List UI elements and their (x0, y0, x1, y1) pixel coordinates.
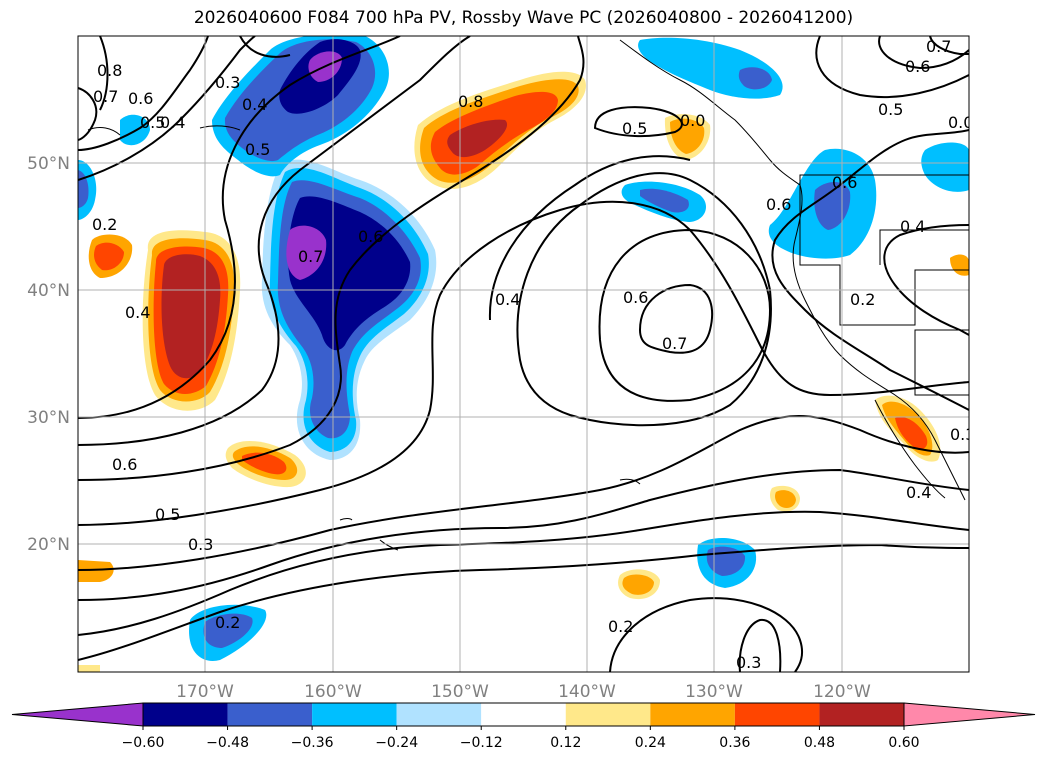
lat-label: 50°N (27, 154, 70, 174)
filled-anomalies: 0.8 0.7 0.6 0.5 0.4 0.3 0.8 0.5 0.4 0.7 … (78, 36, 975, 672)
contour-label: 0.0 (948, 113, 973, 132)
contour-label: 0.6 (766, 195, 791, 214)
colorbar-tick-label: −0.12 (460, 735, 503, 751)
contour-label: 0.4 (906, 483, 931, 502)
contour-label: 0.3 (950, 425, 975, 444)
plot-frame (77, 35, 970, 673)
contour-label: 0.7 (926, 37, 951, 56)
contour-label: 0.7 (93, 87, 118, 106)
latitude-labels: 50°N 40°N 30°N 20°N (27, 154, 70, 555)
coastlines (87, 39, 969, 551)
contour-label: 0.7 (298, 247, 323, 266)
contour-label: 0.6 (905, 57, 930, 76)
colorbar-tick-label: 0.24 (635, 735, 666, 751)
contour-label: 0.5 (245, 140, 270, 159)
colorbar-segment (143, 703, 228, 726)
contour-label: 0.3 (188, 535, 213, 554)
colorbar-tick-label: 0.12 (550, 735, 581, 751)
lon-label: 170°W (176, 682, 234, 702)
positive-anomaly-west (142, 230, 241, 411)
colorbar-segment (227, 703, 313, 726)
colorbar-segment (396, 703, 482, 726)
lat-label: 20°N (27, 535, 70, 555)
contour-label: 0.5 (622, 119, 647, 138)
colorbar-segment (734, 703, 820, 726)
contour-labels: 0.8 0.7 0.6 0.5 0.4 0.3 0.8 0.5 0.4 0.7 … (92, 37, 975, 672)
contour-label: 0.8 (97, 61, 122, 80)
lon-label: 130°W (685, 682, 743, 702)
lat-label: 40°N (27, 281, 70, 301)
lon-label: 120°W (813, 682, 871, 702)
lon-label: 140°W (558, 682, 616, 702)
contour-label: 0.4 (242, 95, 267, 114)
contour-label: 0.4 (125, 303, 150, 322)
contour-label: 0.3 (736, 653, 761, 672)
contour-label: 0.6 (358, 227, 383, 246)
graticule (78, 36, 969, 672)
contour-label: 0.2 (608, 617, 633, 636)
contour-label: 0.4 (160, 113, 185, 132)
colorbar-segment (481, 703, 566, 726)
contour-label: 0.6 (623, 288, 648, 307)
lat-label: 30°N (27, 408, 70, 428)
colorbar-segment (312, 703, 397, 726)
colorbar-tick-label: −0.24 (375, 735, 418, 751)
map-title: 2026040600 F084 700 hPa PV, Rossby Wave … (193, 8, 854, 28)
colorbar-segment (819, 703, 904, 726)
negative-anomaly-north (212, 36, 389, 177)
colorbar-tick-label: 0.36 (719, 735, 750, 751)
contour-label: 0.5 (878, 100, 903, 119)
colorbar-outline (142, 702, 905, 727)
colorbar-tick-label: −0.48 (206, 735, 249, 751)
longitude-labels: 170°W 160°W 150°W 140°W 130°W 120°W (176, 682, 871, 702)
contour-label: 0.2 (92, 215, 117, 234)
colorbar-segment (565, 703, 651, 726)
contour-label: 0.5 (140, 113, 165, 132)
colorbar-segment (650, 703, 735, 726)
contour-label: 0.4 (495, 290, 520, 309)
contour-label: 0.2 (215, 613, 240, 632)
contour-label: 0.2 (850, 290, 875, 309)
contour-label: 0.6 (128, 89, 153, 108)
colorbar-tick-label: 0.60 (888, 735, 919, 751)
negative-anomaly-center (261, 159, 437, 461)
colorbar-tick-label: −0.60 (122, 735, 165, 751)
contour-label: 0.6 (832, 173, 857, 192)
colorbar-segment (903, 702, 1036, 727)
colorbar-segment (11, 702, 144, 727)
contour-label: 0.5 (155, 505, 180, 524)
contour-label: 0.8 (458, 92, 483, 111)
lon-label: 150°W (431, 682, 489, 702)
contour-label: 0.7 (662, 334, 687, 353)
colorbar: −0.60 −0.48 −0.36 −0.24 −0.12 0.12 0.24 0.36 0.4… (11, 702, 1036, 751)
colorbar-tick-label: 0.48 (804, 735, 835, 751)
contour-label: 0.3 (215, 73, 240, 92)
contour-label: 0.6 (112, 455, 137, 474)
pv-contours (78, 36, 969, 672)
colorbar-tick-label: −0.36 (291, 735, 334, 751)
lon-label: 160°W (304, 682, 362, 702)
contour-label: 0.0 (680, 111, 705, 130)
contour-label: 0.4 (900, 217, 925, 236)
